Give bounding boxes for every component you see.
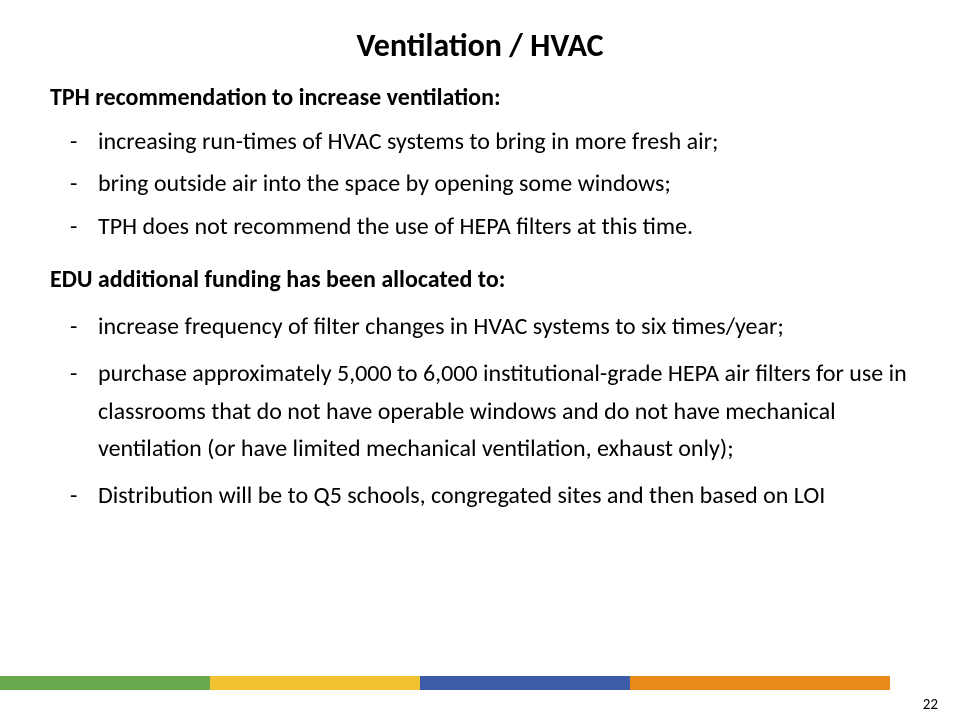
footer-bar-segment-green <box>0 676 210 690</box>
footer-bar-segment-orange <box>630 676 890 690</box>
list-item: TPH does not recommend the use of HEPA f… <box>98 211 910 243</box>
section1-list: increasing run-times of HVAC systems to … <box>50 126 910 243</box>
slide-title: Ventilation / HVAC <box>50 26 910 65</box>
list-item: Distribution will be to Q5 schools, cong… <box>98 477 910 514</box>
list-item: bring outside air into the space by open… <box>98 168 910 200</box>
footer-color-bar <box>0 676 890 690</box>
section2-heading: EDU additional funding has been allocate… <box>50 265 910 294</box>
footer-bar-segment-yellow <box>210 676 420 690</box>
page-number: 22 <box>923 696 938 714</box>
footer-bar-segment-blue <box>420 676 630 690</box>
slide: Ventilation / HVAC TPH recommendation to… <box>0 0 960 720</box>
section1-heading: TPH recommendation to increase ventilati… <box>50 83 910 112</box>
list-item: increasing run-times of HVAC systems to … <box>98 126 910 158</box>
list-item: purchase approximately 5,000 to 6,000 in… <box>98 355 910 467</box>
list-item: increase frequency of filter changes in … <box>98 308 910 345</box>
section2-list: increase frequency of filter changes in … <box>50 308 910 514</box>
